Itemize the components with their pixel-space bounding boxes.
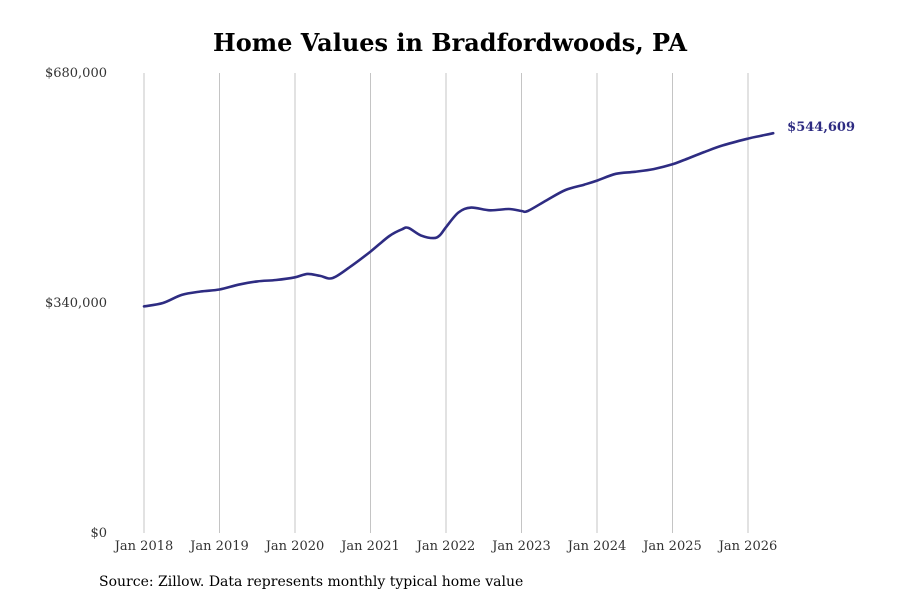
- x-tick-label: Jan 2018: [113, 539, 174, 554]
- grid-lines: [143, 73, 749, 533]
- x-tick-label: Jan 2024: [566, 539, 627, 554]
- x-tick-label: Jan 2020: [264, 539, 325, 554]
- home-value-line: [142, 131, 775, 308]
- x-tick-label: Jan 2022: [415, 539, 476, 554]
- x-tick-label: Jan 2021: [339, 539, 400, 554]
- x-tick-label: Jan 2025: [641, 539, 702, 554]
- chart-title: Home Values in Bradfordwoods, PA: [213, 28, 687, 57]
- end-value-label: $544,609: [787, 120, 855, 135]
- x-tick-label: Jan 2023: [490, 539, 551, 554]
- y-tick-label: $680,000: [45, 66, 107, 81]
- y-tick-label: $0: [90, 526, 107, 541]
- x-tick-label: Jan 2019: [188, 539, 249, 554]
- source-note: Source: Zillow. Data represents monthly …: [99, 574, 524, 590]
- x-axis-ticks: Jan 2018 Jan 2019 Jan 2020 Jan 2021 Jan 2022…: [113, 539, 778, 554]
- y-tick-label: $340,000: [45, 296, 107, 311]
- x-tick-label: Jan 2026: [717, 539, 778, 554]
- y-axis-ticks: $0 $340,000 $680,000: [45, 66, 107, 541]
